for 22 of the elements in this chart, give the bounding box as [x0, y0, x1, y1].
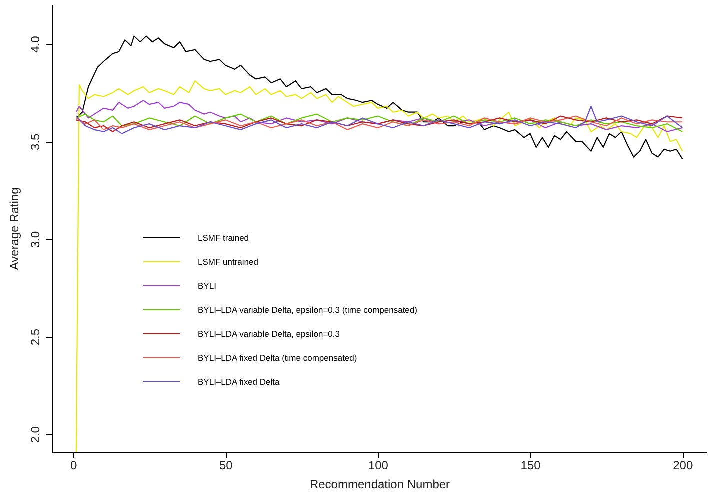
y-tick-label: 2.0	[28, 426, 42, 444]
legend-label: BYLI–LDA fixed Delta	[198, 377, 280, 387]
y-tick-label: 3.0	[28, 231, 42, 248]
x-tick-label: 50	[219, 458, 234, 472]
x-tick-label: 0	[70, 458, 78, 472]
legend-label: BYLI–LDA variable Delta, epsilon=0.3	[198, 329, 340, 339]
legend-label: LSMF untrained	[198, 257, 259, 267]
legend-label: BYLI–LDA variable Delta, epsilon=0.3 (time compensated)	[198, 305, 418, 315]
y-tick-label: 3.5	[28, 133, 42, 150]
x-axis-title: Recommendation Number	[310, 478, 450, 492]
x-tick-label: 200	[673, 458, 694, 472]
y-tick-label: 4.0	[28, 36, 42, 53]
legend-label: BYLI	[198, 281, 216, 291]
line-series	[76, 80, 684, 452]
legend-label: LSMF trained	[198, 233, 250, 243]
line-series	[76, 36, 684, 160]
x-tick-label: 150	[520, 458, 542, 472]
y-tick-label: 2.5	[28, 328, 42, 346]
y-axis-title: Average Rating	[8, 188, 22, 270]
line-series	[76, 106, 684, 134]
legend-label: BYLI–LDA fixed Delta (time compensated)	[198, 353, 358, 363]
x-tick-label: 100	[368, 458, 389, 472]
